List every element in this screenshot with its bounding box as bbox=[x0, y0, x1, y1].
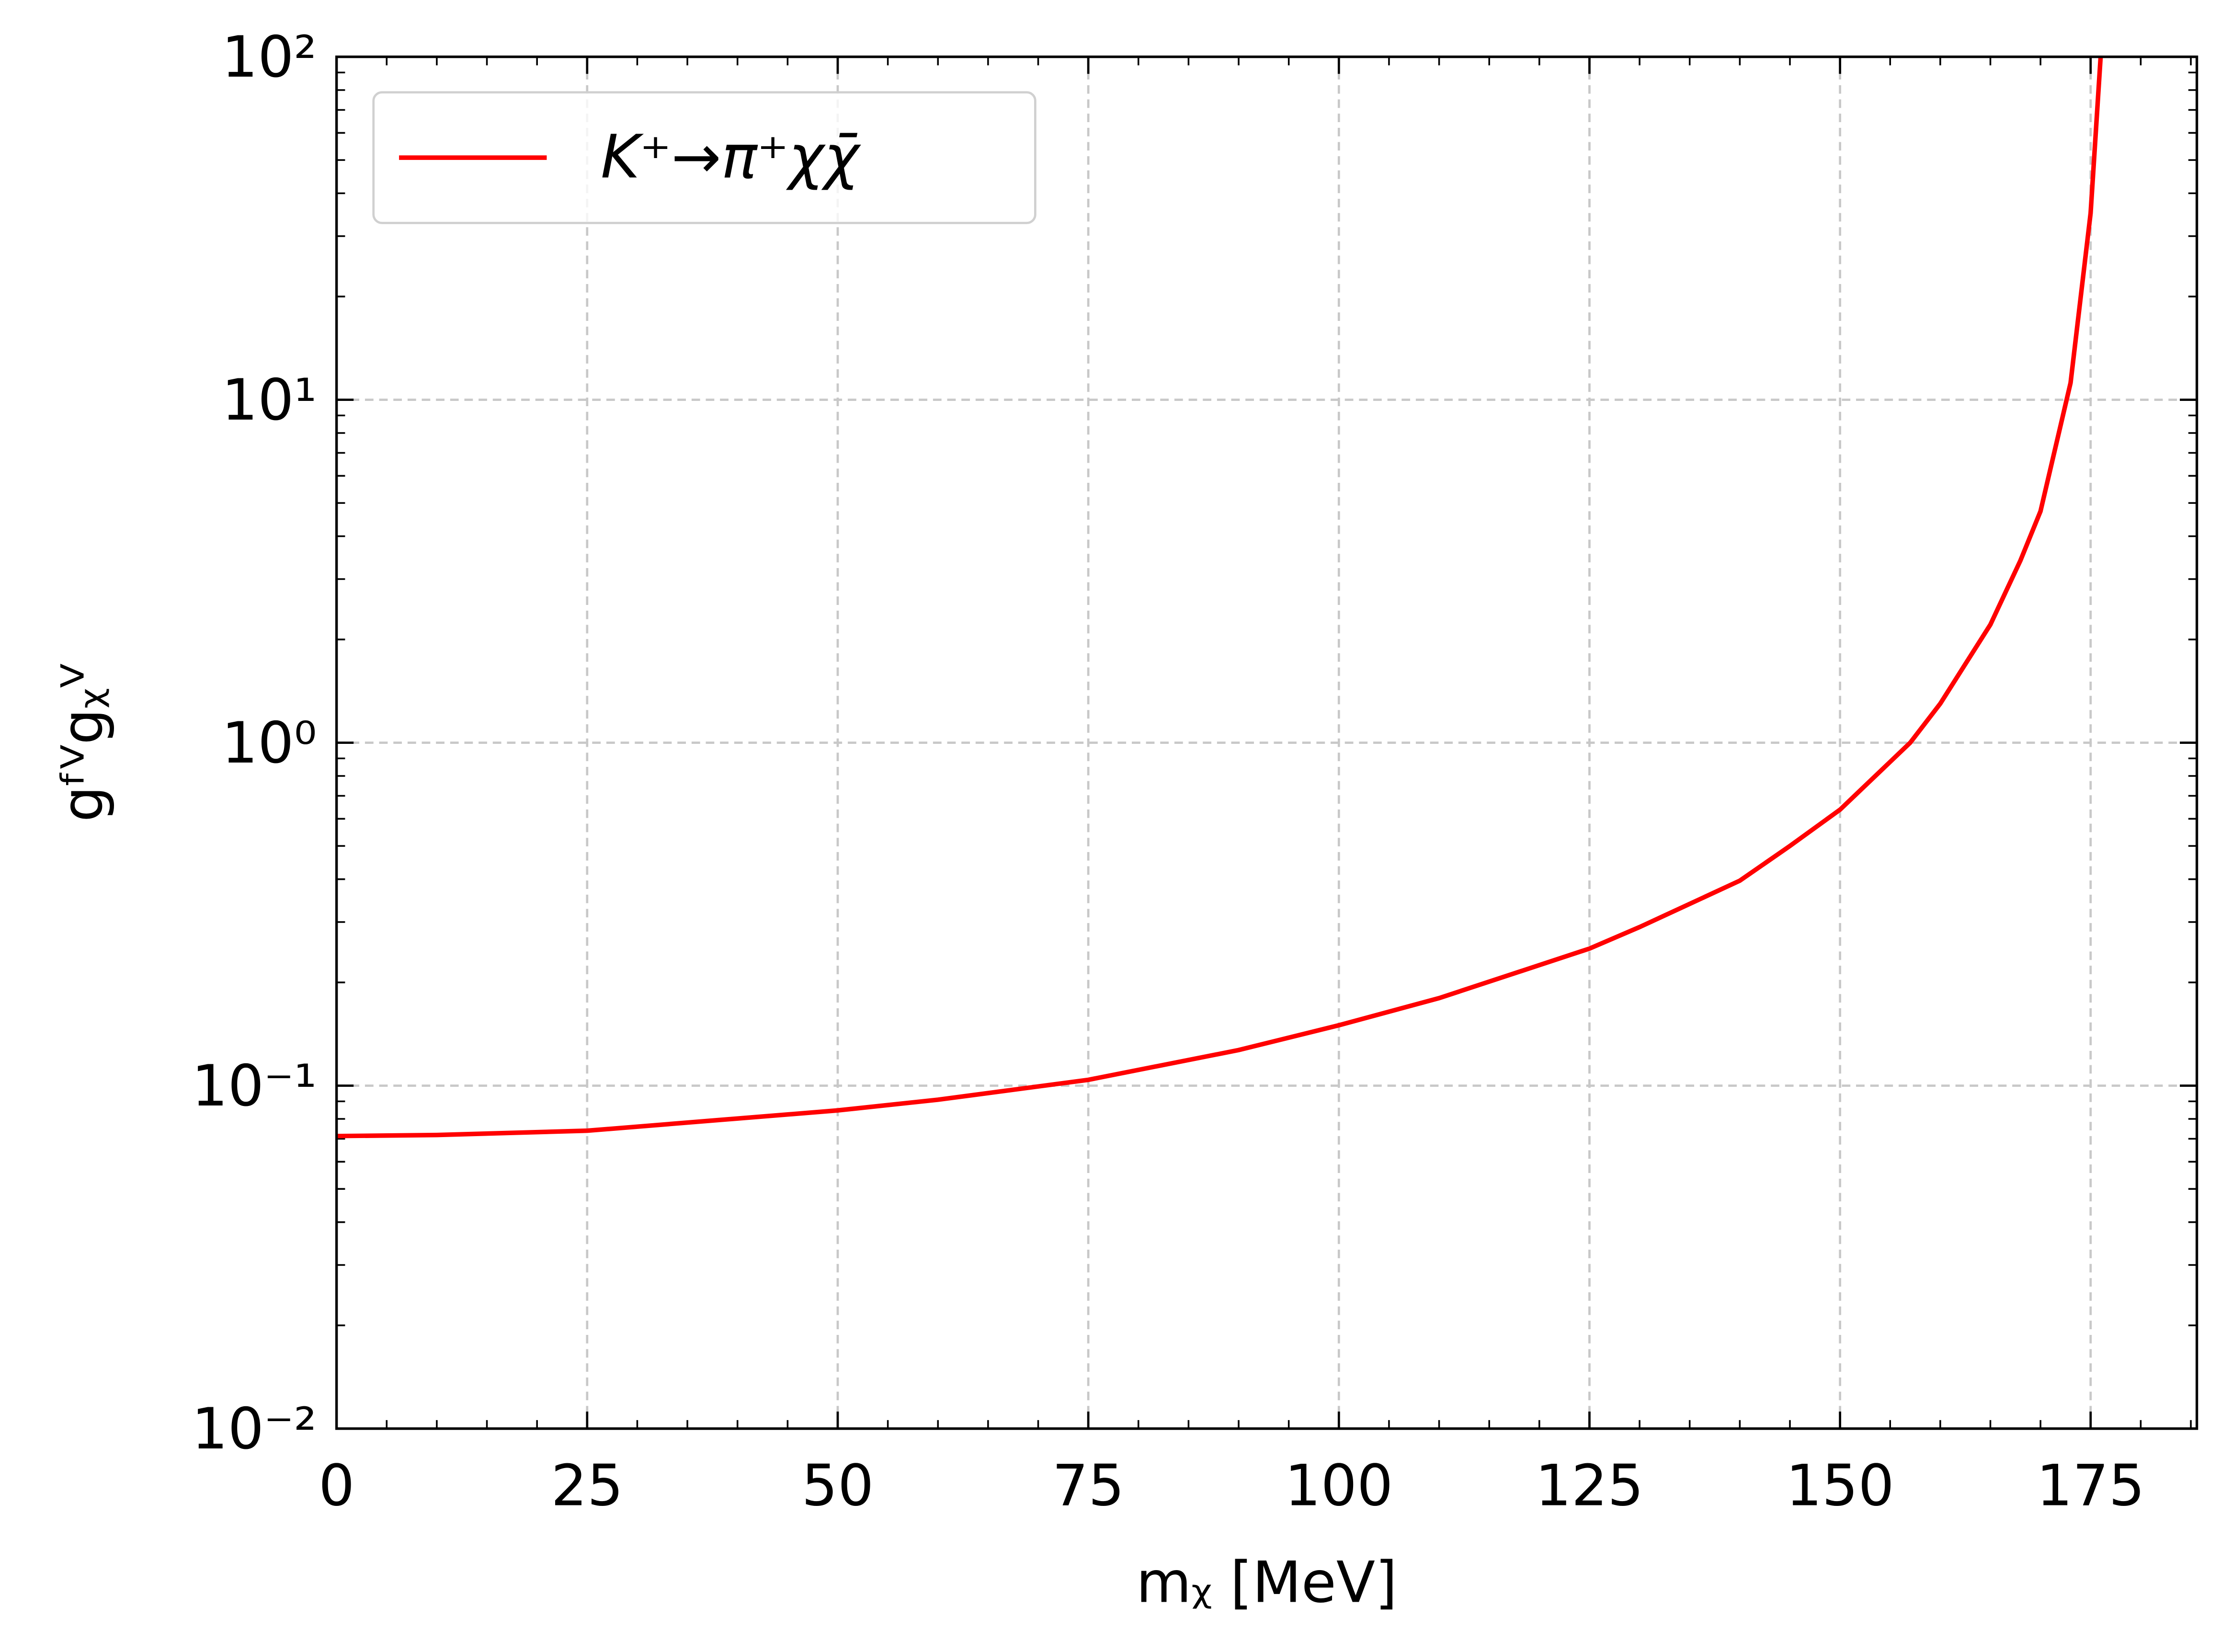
x-tick-label: 175 bbox=[2037, 1453, 2145, 1519]
plot-frame bbox=[335, 55, 2198, 1430]
x-tick-label: 150 bbox=[1786, 1453, 1894, 1519]
y-tick-label: 10¹ bbox=[222, 367, 317, 433]
legend-box bbox=[372, 91, 1036, 224]
y-tick-label: 10⁻² bbox=[192, 1396, 317, 1462]
y-tick-label: 10² bbox=[222, 24, 317, 90]
x-tick-label: 25 bbox=[551, 1453, 623, 1519]
x-tick-label: 125 bbox=[1535, 1453, 1643, 1519]
y-axis-label: gᶠⱽgᵪⱽ bbox=[49, 663, 115, 822]
x-tick-label: 100 bbox=[1285, 1453, 1393, 1519]
y-tick-label: 10⁰ bbox=[222, 710, 317, 776]
x-tick-label: 50 bbox=[802, 1453, 874, 1519]
legend-label: K⁺→π⁺χχ̄ bbox=[601, 123, 861, 192]
x-tick-label: 75 bbox=[1052, 1453, 1125, 1519]
x-axis-label: mᵪ [MeV] bbox=[1136, 1549, 1397, 1615]
data-line bbox=[336, 57, 2103, 1139]
y-tick-label: 10⁻¹ bbox=[192, 1053, 317, 1119]
x-tick-label: 0 bbox=[319, 1453, 354, 1519]
